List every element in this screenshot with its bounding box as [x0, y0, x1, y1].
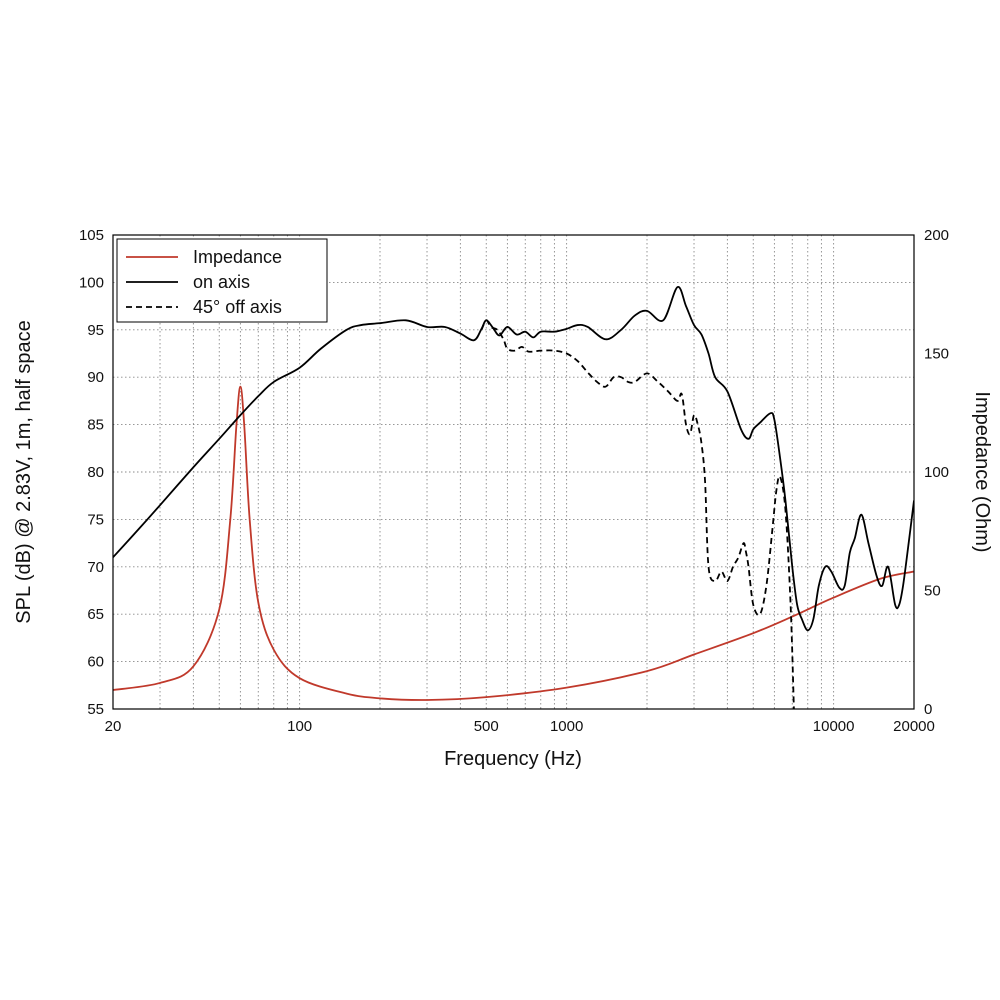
y-axis-title-right: Impedance (Ohm)	[971, 391, 993, 552]
legend-label-off-axis: 45° off axis	[193, 297, 282, 317]
grid	[113, 235, 914, 709]
y-tick-label-left: 70	[87, 559, 104, 576]
legend-label-on-axis: on axis	[193, 272, 250, 292]
legend-box	[116, 238, 328, 323]
x-tick-label: 1000	[550, 718, 583, 735]
series-line-impedance	[113, 385, 914, 701]
x-tick-label: 500	[474, 718, 499, 735]
y-tick-label-right: 50	[924, 583, 941, 600]
series-group	[113, 286, 914, 709]
y-axis-title-left: SPL (dB) @ 2.83V, 1m, half space	[13, 320, 35, 623]
y-tick-label-right: 100	[924, 464, 949, 481]
y-tick-label-left: 100	[79, 274, 104, 291]
y-tick-label-left: 95	[87, 322, 104, 339]
legend-label-impedance: Impedance	[193, 247, 282, 267]
y-tick-label-left: 60	[87, 654, 104, 671]
x-tick-label: 20	[105, 718, 122, 735]
x-axis-title: Frequency (Hz)	[444, 748, 582, 770]
series-line-45-off-axis	[480, 319, 795, 709]
x-tick-label: 100	[287, 718, 312, 735]
series-line-on-axis	[113, 286, 914, 632]
y-tick-label-left: 105	[79, 227, 104, 244]
y-tick-label-right: 200	[924, 227, 949, 244]
x-tick-label: 10000	[813, 718, 855, 735]
y-tick-label-right: 150	[924, 346, 949, 363]
plot-frame	[112, 234, 915, 710]
y-tick-label-left: 90	[87, 369, 104, 386]
tick-labels: 20 100 500 1000 10000 20000556065707580859095…	[79, 227, 949, 735]
y-tick-label-left: 75	[87, 511, 104, 528]
legend: Impedance on axis 45° off axis	[116, 238, 328, 323]
x-tick-label: 20000	[893, 718, 935, 735]
y-tick-label-right: 0	[924, 701, 932, 718]
y-tick-label-left: 85	[87, 417, 104, 434]
y-tick-label-left: 65	[87, 606, 104, 623]
y-tick-label-left: 80	[87, 464, 104, 481]
y-tick-label-left: 55	[87, 701, 104, 718]
